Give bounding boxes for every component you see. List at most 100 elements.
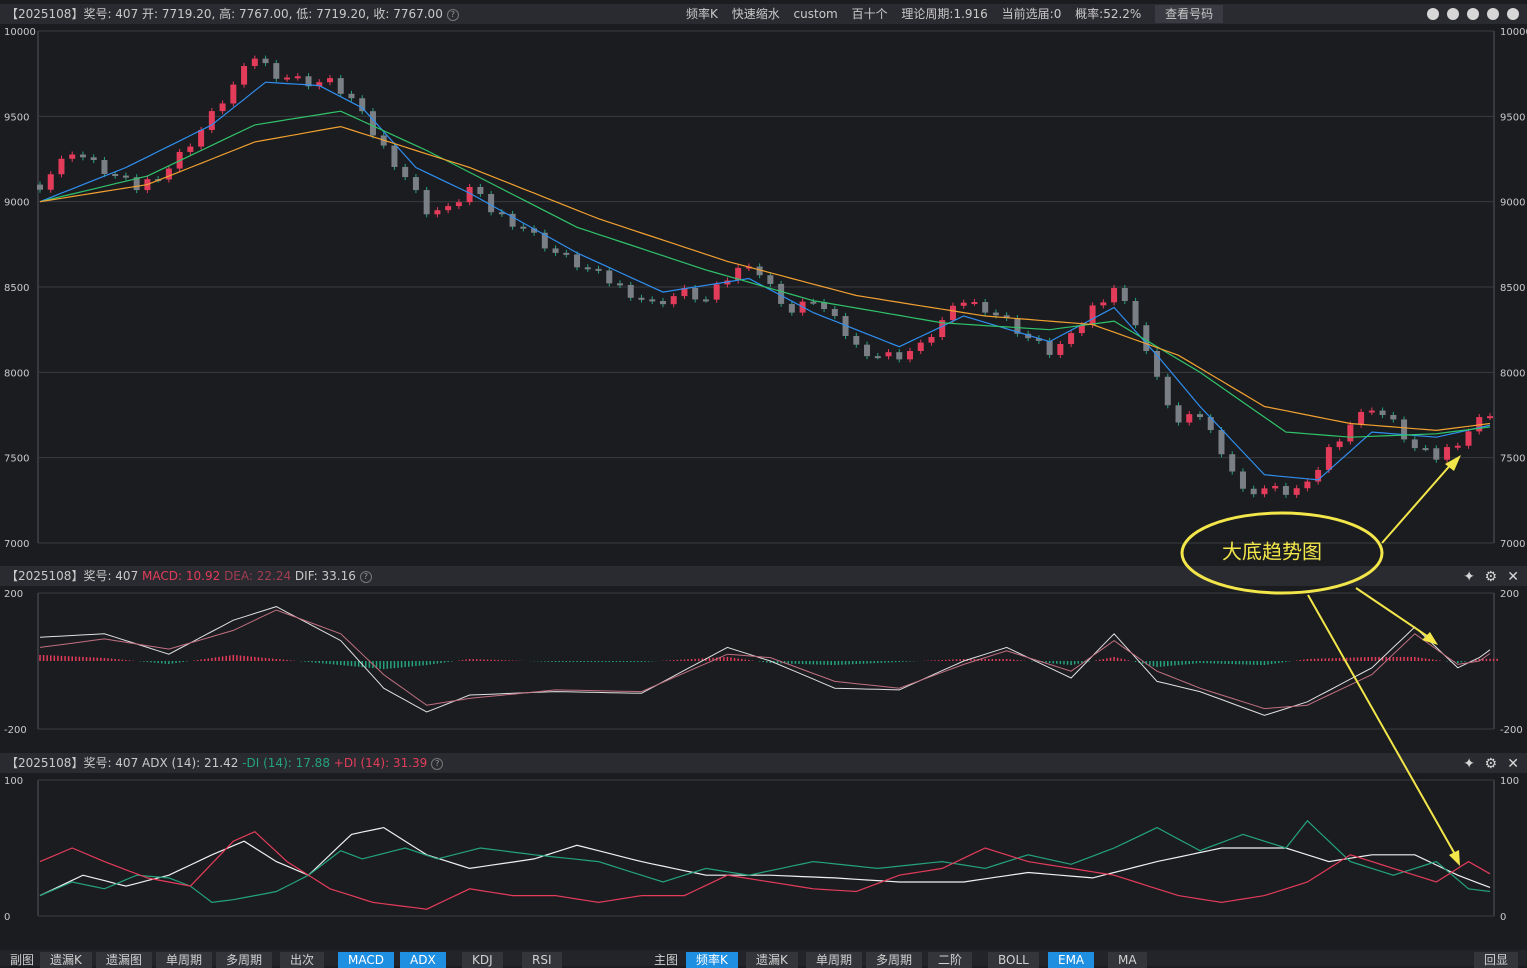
y-tick-label-left: 8000 — [4, 368, 29, 379]
tab-single-period[interactable]: 单周期 — [806, 952, 863, 968]
candle-body — [595, 268, 602, 271]
y-tick-label-left: 10000 — [4, 27, 36, 38]
candle-body — [230, 84, 237, 104]
tab-sub-4[interactable]: 出次 — [280, 952, 325, 968]
y-tick-label-right: 0 — [1500, 912, 1506, 923]
dea-value: DEA: 22.24 — [224, 569, 292, 583]
candle-body — [1057, 344, 1064, 355]
candle-body — [1325, 447, 1332, 470]
param-custom[interactable]: custom — [793, 7, 838, 21]
candle-body — [348, 93, 355, 99]
candle-body — [208, 111, 215, 130]
candle-body — [531, 228, 538, 233]
adx-header: 【2025108】奖号: 407 ADX (14): 21.42 -DI (14… — [0, 753, 1527, 773]
question-icon[interactable]: ? — [359, 570, 372, 583]
main-chart-header: 【2025108】奖号: 407 开: 7719.20, 高: 7767.00,… — [0, 4, 1527, 24]
adx-line — [39, 826, 1491, 897]
macd-value: MACD: 10.92 — [142, 569, 221, 583]
candle-body — [864, 344, 871, 357]
candle-body — [1197, 414, 1203, 418]
tab-second-order[interactable]: 二阶 — [928, 952, 973, 968]
y-tick-label-right: 8000 — [1500, 368, 1525, 379]
candle-body — [713, 284, 720, 300]
candle-body — [1476, 417, 1483, 432]
tab-sub-2[interactable]: 单周期 — [156, 952, 213, 968]
candle-body — [337, 78, 344, 94]
tab-sub-3[interactable]: 多周期 — [216, 952, 273, 968]
candle-body — [294, 76, 301, 79]
candle-body — [1444, 447, 1451, 460]
candle-body — [788, 303, 795, 313]
candle-body — [477, 186, 484, 194]
candle-body — [670, 296, 677, 305]
candle-body — [1379, 410, 1386, 415]
candle-body — [735, 267, 742, 281]
candle-body — [101, 160, 108, 175]
bottom-tab-bar: 副图 遗漏K 遗漏图 单周期 多周期 出次 MACD ADX KDJ RSI 主… — [0, 950, 1527, 968]
adx-chart[interactable]: 100 100 0 0 — [0, 773, 1527, 948]
question-icon[interactable]: ? — [431, 757, 444, 770]
candle-body — [466, 186, 473, 203]
macd-chart[interactable]: 200 200 -200 -200 — [0, 586, 1527, 748]
tab-boll[interactable]: BOLL — [988, 952, 1039, 968]
pin-icon[interactable]: ✦ — [1463, 756, 1475, 772]
param-digit[interactable]: 百十个 — [851, 7, 888, 21]
candle-body — [896, 352, 903, 360]
tab-macd[interactable]: MACD — [338, 952, 394, 968]
candle-body — [455, 202, 462, 207]
candle-body — [939, 320, 946, 338]
settings-icon[interactable] — [1507, 8, 1519, 20]
gear-icon[interactable]: ⚙ — [1484, 569, 1497, 585]
tab-adx[interactable]: ADX — [400, 952, 446, 968]
tab-ema[interactable]: EMA — [1048, 952, 1095, 968]
tab-sub-0[interactable]: 遗漏K — [40, 952, 92, 968]
candle-body — [1078, 324, 1085, 334]
tab-multi-period[interactable]: 多周期 — [866, 952, 923, 968]
candle-body — [1111, 288, 1118, 303]
mdi-value: -DI (14): 17.88 — [242, 756, 330, 770]
candle-body — [853, 335, 860, 345]
tab-miss-k[interactable]: 遗漏K — [746, 952, 798, 968]
main-candlestick-chart[interactable]: 10000 10000 9500 9500 9000 9000 8500 8500 8000 80… — [0, 24, 1527, 564]
candle-body — [488, 193, 495, 213]
candle-body — [402, 166, 409, 178]
candle-body — [638, 297, 645, 300]
refresh-icon[interactable] — [1447, 8, 1459, 20]
y-tick-label-right: 7000 — [1500, 539, 1525, 550]
candle-body — [810, 301, 817, 304]
dif-value: DIF: 33.16 — [294, 569, 356, 583]
candle-body — [316, 82, 323, 87]
candle-body — [1454, 445, 1461, 448]
tab-freq-k[interactable]: 频率K — [686, 952, 738, 968]
param-fast-shrink[interactable]: 快速缩水 — [731, 7, 780, 21]
y-tick-label-left: 8500 — [4, 283, 29, 294]
candle-body — [1207, 417, 1214, 431]
gear-icon[interactable]: ⚙ — [1484, 756, 1497, 772]
tab-kdj[interactable]: KDJ — [462, 952, 503, 968]
question-icon[interactable]: ? — [446, 8, 459, 21]
tab-ma[interactable]: MA — [1108, 952, 1147, 968]
compass-icon[interactable] — [1427, 8, 1439, 20]
candle-body — [1154, 351, 1161, 377]
candle-body — [219, 103, 226, 112]
candle-body — [198, 129, 205, 147]
candle-body — [949, 305, 956, 321]
tab-rsi[interactable]: RSI — [522, 952, 562, 968]
param-freq-k[interactable]: 频率K — [686, 7, 718, 21]
query-number-button[interactable]: 查看号码 — [1155, 5, 1224, 23]
close-icon[interactable]: ✕ — [1507, 756, 1519, 772]
close-icon[interactable]: ✕ — [1507, 569, 1519, 585]
up-icon[interactable] — [1467, 8, 1479, 20]
pin-icon[interactable]: ✦ — [1463, 569, 1475, 585]
main-info: 【2025108】奖号: 407 开: 7719.20, 高: 7767.00,… — [6, 4, 459, 24]
candle-body — [122, 175, 129, 178]
candle-body — [1368, 410, 1375, 413]
candle-body — [412, 177, 419, 191]
candle-body — [767, 275, 774, 284]
down-icon[interactable] — [1487, 8, 1499, 20]
tab-sub-1[interactable]: 遗漏图 — [96, 952, 153, 968]
replay-button[interactable]: 回显 — [1474, 952, 1519, 968]
candle-body — [659, 300, 666, 305]
y-tick-label-right: 9500 — [1500, 112, 1525, 123]
candle-body — [37, 184, 43, 190]
